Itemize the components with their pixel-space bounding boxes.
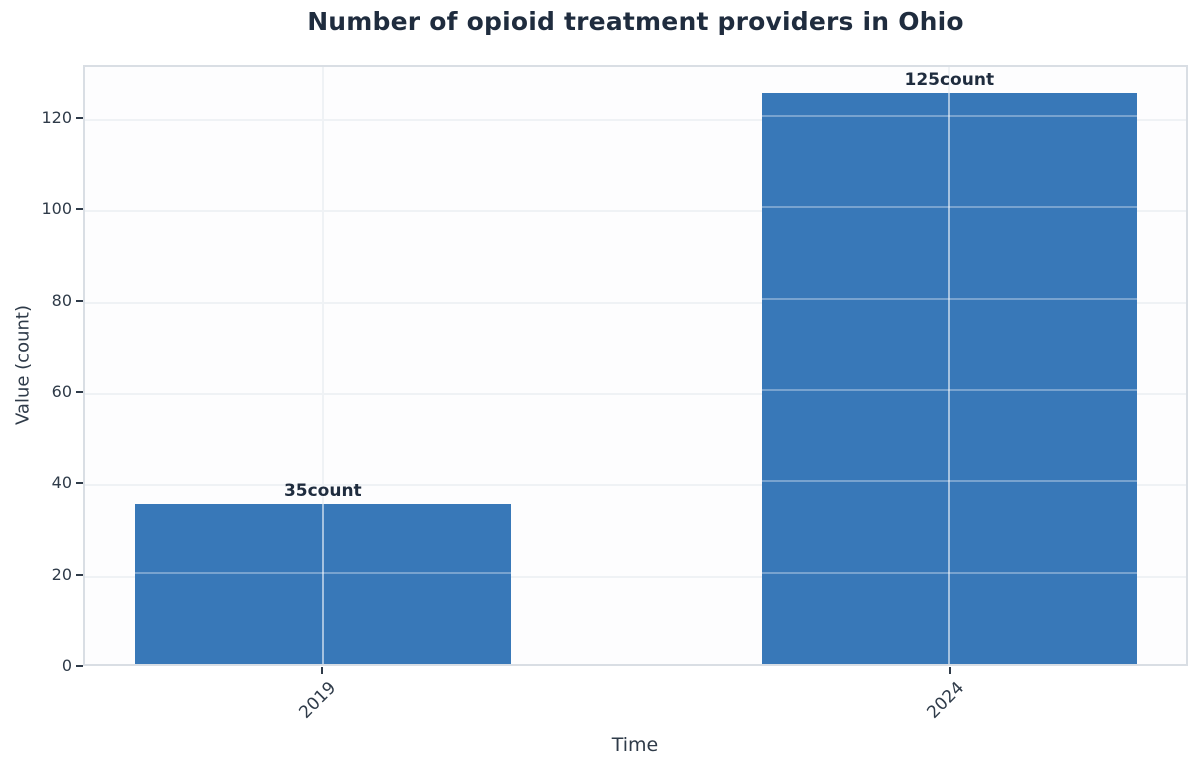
y-tick-mark [76,390,83,393]
x-tick-label: 2024 [923,678,969,723]
y-tick-label: 40 [51,473,72,493]
gridline-horizontal-overlay [761,297,1137,300]
gridline-horizontal-overlay [761,480,1137,483]
y-tick-mark [76,208,83,211]
gridline-horizontal-overlay [761,206,1137,209]
gridline-horizontal [85,301,1186,304]
y-tick-mark [76,116,83,119]
gridline-vertical-overlay [321,504,324,664]
x-tick-mark [320,667,323,674]
gridline-vertical [321,67,324,664]
y-tick-label: 20 [51,564,72,584]
gridline-horizontal-overlay [761,114,1137,117]
plot-area: 35count 125count [83,65,1188,666]
y-tick-mark [76,482,83,485]
y-tick-label: 0 [61,656,72,675]
gridline-horizontal-overlay [135,571,511,574]
x-tick-label: 2019 [295,678,340,723]
bar-value-label: 125count [904,70,995,91]
chart-title: Number of opioid treatment providers in … [307,7,964,36]
y-tick-label: 100 [41,199,72,219]
gridline-vertical-overlay [948,93,951,664]
bar [761,93,1137,664]
y-tick-mark [76,299,83,302]
bar [135,504,511,664]
y-tick-mark [76,573,83,576]
gridline-horizontal [85,392,1186,395]
gridline-horizontal-overlay [761,571,1137,574]
y-tick-mark [76,665,83,667]
y-tick-label: 60 [51,381,72,401]
bar-value-label: 35count [283,481,362,502]
y-axis-label: Value (count) [12,305,34,425]
y-tick-label: 120 [41,107,72,127]
gridline-horizontal [85,575,1186,578]
y-tick-label: 80 [51,290,72,310]
x-tick-mark [949,667,952,674]
gridline-horizontal-overlay [761,389,1137,391]
gridline-horizontal [85,210,1186,213]
x-axis-label: Time [611,734,659,756]
gridline-horizontal [85,118,1186,121]
gridline-horizontal [85,484,1186,487]
